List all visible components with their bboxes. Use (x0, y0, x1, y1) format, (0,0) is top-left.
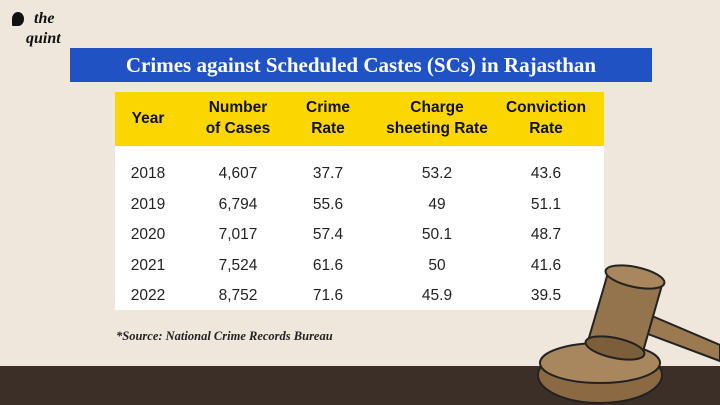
column-header-line: Rate (529, 120, 563, 137)
column-header-line: Crime (306, 99, 350, 116)
gavel-illustration (537, 264, 720, 404)
logo-text-the: the (34, 10, 55, 27)
table-cell: 48.7 (530, 226, 562, 243)
table-cell: 2019 (130, 195, 166, 213)
table-cell: 50.1 (421, 226, 453, 243)
column-header: Crime Rate (306, 97, 350, 139)
table-cell: 2018 (130, 165, 166, 182)
source-note: *Source: National Crime Records Bureau (116, 329, 333, 343)
table-cell: 57.4 (312, 226, 344, 243)
column-header: Charge sheeting Rate (386, 97, 488, 139)
the-quint-logo: the quint (12, 10, 88, 54)
page-title: Crimes against Scheduled Castes (SCs) in… (70, 48, 652, 82)
table-cell: 7,524 (218, 256, 258, 274)
table-cell: 53.2 (421, 165, 453, 182)
table-cell: 55.6 (312, 195, 344, 213)
table-cell: 2021 (130, 256, 166, 274)
table-cell: 41.6 (530, 256, 562, 274)
table-cell: 39.5 (530, 287, 562, 304)
data-table: Year Number of Cases Crime Rate Charge sheetin… (115, 92, 604, 310)
table-cell: 37.7 (312, 165, 344, 182)
column-header: Number of Cases (206, 97, 271, 139)
table-cell: 45.9 (421, 287, 453, 304)
column-header-line: Rate (311, 120, 345, 137)
table-header (115, 92, 604, 146)
table-cell: 2022 (130, 287, 166, 304)
speech-bubble-icon (12, 12, 24, 26)
table-cell: 4,607 (218, 165, 258, 182)
column-header-line: Conviction (505, 99, 587, 116)
table-cell: 61.6 (312, 256, 344, 274)
logo-text-quint: quint (26, 30, 61, 47)
column-header-line: Number (208, 99, 268, 116)
column-header-line: Year (131, 110, 165, 127)
column-header-line: of Cases (205, 120, 271, 137)
table-cell: 2020 (130, 226, 166, 243)
table-cell: 43.6 (530, 165, 562, 182)
column-header-line: Charge (410, 99, 464, 116)
table-cell: 50 (428, 256, 446, 274)
table-cell: 71.6 (312, 287, 344, 304)
column-header: Year (132, 108, 165, 129)
table-cell: 49 (428, 195, 446, 213)
table-cell: 7,017 (218, 226, 258, 243)
table-cell: 6,794 (218, 195, 258, 213)
column-header: Conviction Rate (506, 97, 586, 139)
table-cell: 51.1 (530, 195, 562, 213)
column-header-line: sheeting Rate (386, 120, 488, 137)
table-cell: 8,752 (218, 287, 258, 304)
